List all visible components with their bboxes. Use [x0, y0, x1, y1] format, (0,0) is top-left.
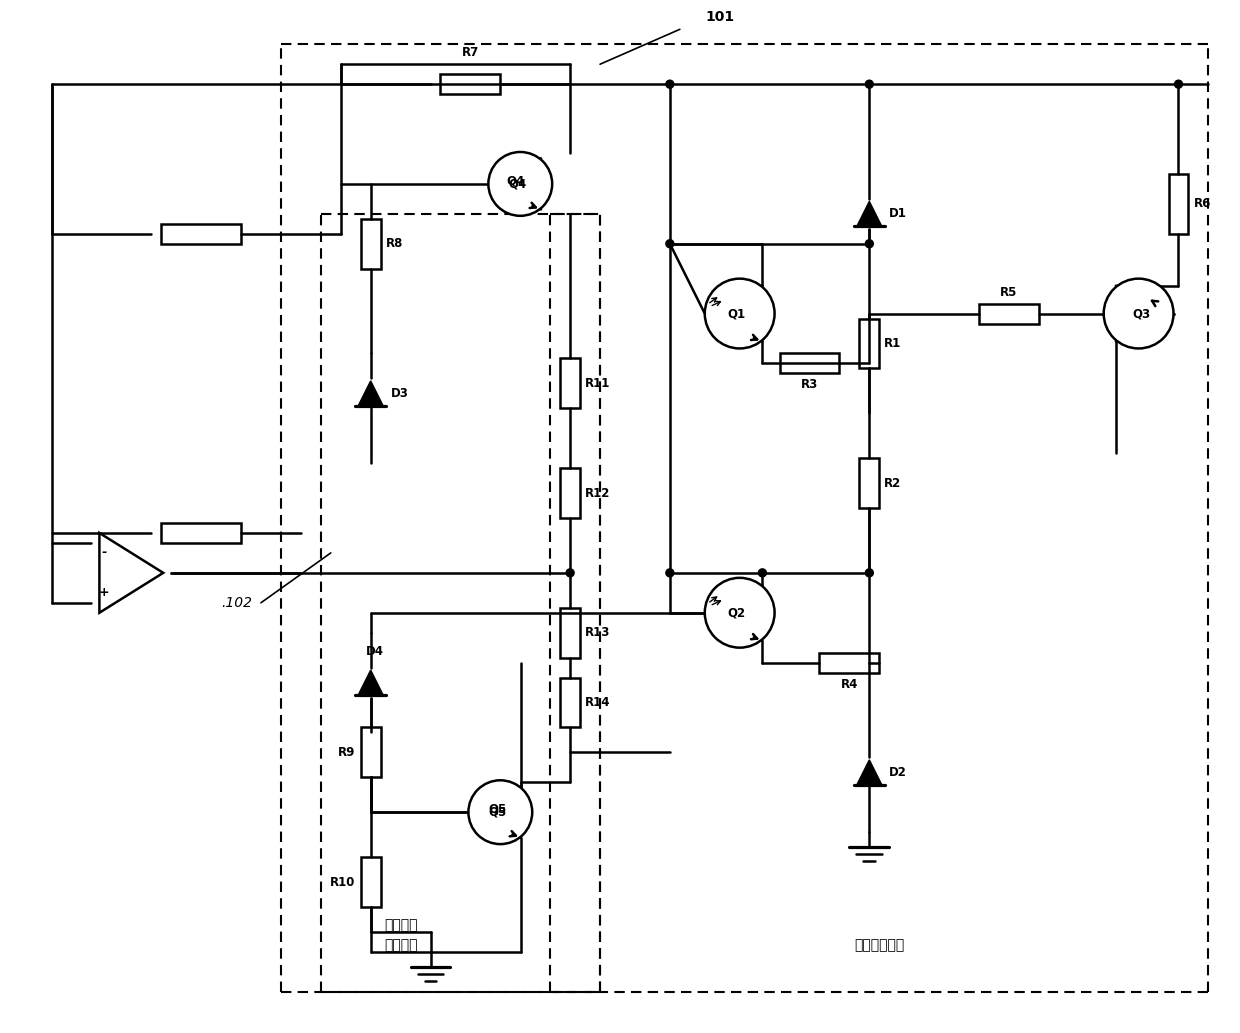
- Circle shape: [866, 569, 873, 576]
- Text: R14: R14: [585, 696, 610, 709]
- Text: 短路保护电路: 短路保护电路: [854, 938, 904, 951]
- FancyBboxPatch shape: [440, 74, 500, 94]
- Circle shape: [704, 577, 775, 648]
- FancyBboxPatch shape: [820, 653, 879, 672]
- Circle shape: [759, 569, 766, 576]
- Text: R10: R10: [330, 876, 356, 888]
- Text: R4: R4: [841, 678, 858, 691]
- FancyBboxPatch shape: [560, 358, 580, 408]
- Text: -: -: [102, 546, 107, 560]
- Text: Q5: Q5: [489, 806, 506, 819]
- FancyBboxPatch shape: [161, 224, 241, 244]
- FancyBboxPatch shape: [361, 857, 381, 907]
- FancyBboxPatch shape: [161, 523, 241, 543]
- Text: R11: R11: [585, 377, 610, 389]
- Text: +: +: [99, 587, 109, 599]
- Text: Q1: Q1: [728, 307, 745, 320]
- Text: 101: 101: [706, 10, 734, 25]
- Text: D4: D4: [366, 645, 383, 658]
- Circle shape: [866, 240, 873, 248]
- Text: Q5: Q5: [489, 803, 506, 816]
- Text: R2: R2: [884, 476, 901, 490]
- Text: Q2: Q2: [728, 606, 745, 619]
- Polygon shape: [857, 760, 882, 785]
- Circle shape: [666, 240, 673, 248]
- FancyBboxPatch shape: [560, 678, 580, 727]
- Text: R3: R3: [801, 378, 818, 392]
- Circle shape: [666, 81, 673, 88]
- Text: R13: R13: [585, 626, 610, 639]
- Circle shape: [866, 81, 873, 88]
- FancyBboxPatch shape: [560, 607, 580, 658]
- Text: 激励功率
放大电路: 激励功率 放大电路: [384, 918, 418, 951]
- FancyBboxPatch shape: [560, 468, 580, 518]
- Text: .102: .102: [221, 596, 252, 609]
- FancyBboxPatch shape: [1168, 174, 1188, 233]
- Circle shape: [567, 569, 574, 576]
- Text: R7: R7: [461, 46, 479, 59]
- Circle shape: [1104, 279, 1173, 348]
- Circle shape: [469, 780, 532, 844]
- Circle shape: [704, 279, 775, 348]
- Text: R12: R12: [585, 487, 610, 500]
- Text: R6: R6: [1193, 197, 1210, 211]
- Text: Q4: Q4: [506, 175, 525, 187]
- Polygon shape: [99, 533, 164, 613]
- Circle shape: [489, 152, 552, 216]
- Text: R1: R1: [884, 337, 901, 350]
- Text: D1: D1: [889, 208, 908, 220]
- Text: R9: R9: [339, 746, 356, 759]
- Polygon shape: [358, 381, 383, 406]
- Text: R8: R8: [386, 238, 403, 250]
- Polygon shape: [358, 670, 383, 695]
- FancyBboxPatch shape: [361, 219, 381, 269]
- FancyBboxPatch shape: [980, 304, 1039, 323]
- Text: D3: D3: [391, 386, 408, 400]
- Text: Q4: Q4: [508, 178, 527, 190]
- Text: R5: R5: [1001, 285, 1018, 299]
- Circle shape: [666, 569, 673, 576]
- Circle shape: [1174, 81, 1183, 88]
- Polygon shape: [857, 201, 882, 226]
- Text: D2: D2: [889, 765, 908, 779]
- Text: Q3: Q3: [1132, 307, 1151, 320]
- FancyBboxPatch shape: [859, 318, 879, 369]
- FancyBboxPatch shape: [780, 353, 839, 373]
- FancyBboxPatch shape: [859, 459, 879, 508]
- FancyBboxPatch shape: [361, 727, 381, 777]
